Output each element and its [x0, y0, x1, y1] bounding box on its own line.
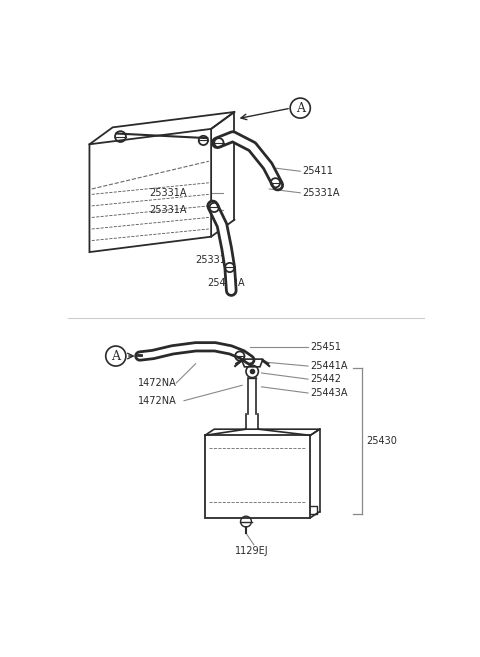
Text: A: A: [296, 102, 305, 114]
Text: 25451: 25451: [311, 342, 341, 351]
Text: A: A: [111, 350, 120, 363]
Text: 25412A: 25412A: [207, 278, 245, 288]
Polygon shape: [205, 436, 311, 518]
Text: 25411: 25411: [302, 166, 334, 176]
Text: 1472NA: 1472NA: [137, 396, 176, 406]
Text: 25331A: 25331A: [149, 188, 187, 198]
Text: 25442: 25442: [311, 374, 341, 384]
Text: 25331A: 25331A: [149, 205, 187, 215]
Text: 25430: 25430: [366, 436, 397, 445]
Text: 25331A: 25331A: [196, 255, 233, 265]
Text: 25443A: 25443A: [311, 388, 348, 398]
Text: 25331A: 25331A: [302, 188, 340, 198]
Text: 1129EJ: 1129EJ: [235, 546, 269, 556]
Text: 25441A: 25441A: [311, 361, 348, 371]
Text: 1472NA: 1472NA: [137, 378, 176, 388]
